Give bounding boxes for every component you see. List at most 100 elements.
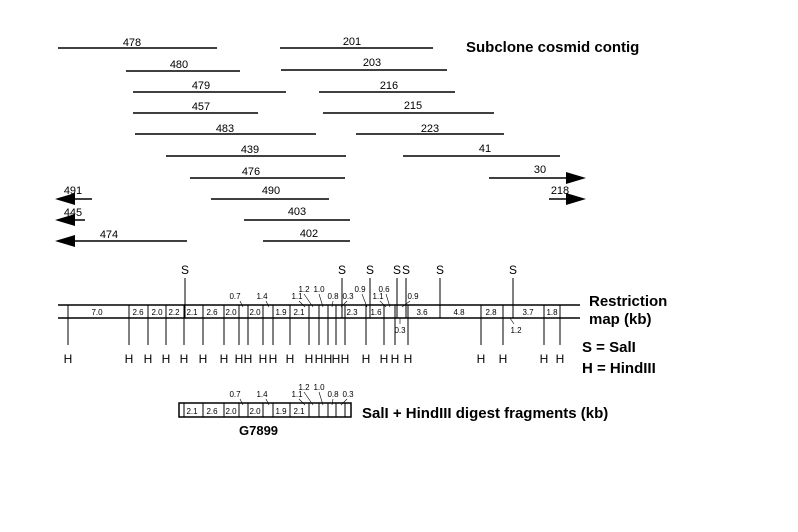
sal-site-label: S bbox=[393, 263, 401, 277]
sal-site-label: S bbox=[338, 263, 346, 277]
hind-site-label: H bbox=[477, 352, 486, 366]
legend-hind: H = HindIII bbox=[582, 360, 656, 377]
fragment-leader bbox=[331, 300, 334, 308]
digest-label: 2.1 bbox=[293, 407, 305, 416]
fragment-label: 3.6 bbox=[416, 308, 428, 317]
cosmid-label: 216 bbox=[380, 80, 398, 92]
fragment-label: 0.9 bbox=[354, 285, 366, 294]
cosmid-label: 201 bbox=[343, 36, 361, 48]
fragment-label: 1.9 bbox=[275, 308, 287, 317]
hind-site-label: H bbox=[391, 352, 400, 366]
digest-labels-mid: 2.1 2.6 2.0 2.0 1.9 2.1 bbox=[186, 407, 305, 416]
hind-site-label: H bbox=[180, 352, 189, 366]
sal-site-label: S bbox=[181, 263, 189, 277]
cosmid-label: 476 bbox=[242, 166, 260, 178]
hind-site-label: H bbox=[125, 352, 134, 366]
fragment-label: 1.2 bbox=[298, 285, 310, 294]
arrowheads bbox=[55, 172, 586, 247]
digest-leader bbox=[239, 398, 244, 406]
digest-label: 2.6 bbox=[206, 407, 218, 416]
restriction-map: S S S S S S S bbox=[58, 263, 580, 366]
fragment-label: 1.1 bbox=[291, 292, 303, 301]
sal-site-label: S bbox=[366, 263, 374, 277]
clone-label: G7899 bbox=[239, 423, 278, 438]
fragment-labels-mid: 7.0 2.6 2.0 2.2 2.1 2.6 2.0 2.0 1.9 2.1 … bbox=[91, 308, 558, 317]
sal-site-label: S bbox=[436, 263, 444, 277]
fragment-leader bbox=[303, 293, 314, 308]
hind-site-label: H bbox=[259, 352, 268, 366]
fragment-label: 0.3 bbox=[394, 326, 406, 335]
contig-title: Subclone cosmid contig bbox=[466, 39, 639, 56]
hind-site-label: H bbox=[64, 352, 73, 366]
digest-leader bbox=[318, 391, 324, 406]
digest-box: 0.7 1.4 1.2 1.0 1.1 0.8 0.3 2.1 2.6 2.0 … bbox=[178, 383, 354, 418]
fragment-label: 2.6 bbox=[206, 308, 218, 317]
cosmid-labels: 478 480 479 457 483 439 476 491 445 474 … bbox=[64, 36, 569, 241]
fragment-leader bbox=[379, 300, 387, 308]
digest-label: 0.3 bbox=[342, 390, 354, 399]
restriction-title-line1: Restriction bbox=[589, 293, 667, 310]
sal-site-labels: S S S S S S S bbox=[181, 263, 517, 277]
hind-site-label: H bbox=[324, 352, 333, 366]
arrow-right-icon bbox=[566, 193, 586, 205]
hind-site-label: H bbox=[305, 352, 314, 366]
cosmid-label: 41 bbox=[479, 143, 491, 155]
sal-site-ticks bbox=[184, 278, 514, 318]
digest-label: 1.4 bbox=[256, 390, 268, 399]
fragment-labels-top: 0.7 1.4 1.2 1.0 1.1 0.8 0.3 0.9 0.6 1.1 … bbox=[229, 285, 419, 301]
arrow-right-icon bbox=[566, 172, 586, 184]
fragment-label: 2.2 bbox=[168, 308, 180, 317]
fragment-label: 1.4 bbox=[256, 292, 268, 301]
hind-site-label: H bbox=[199, 352, 208, 366]
hind-site-ticks bbox=[67, 305, 561, 345]
fragment-label: 1.0 bbox=[313, 285, 325, 294]
cosmid-label: 203 bbox=[363, 57, 381, 69]
fragment-leader bbox=[265, 300, 270, 308]
hind-site-label: H bbox=[162, 352, 171, 366]
fragment-label: 2.6 bbox=[132, 308, 144, 317]
hind-site-label: H bbox=[144, 352, 153, 366]
cosmid-label: 215 bbox=[404, 100, 422, 112]
hind-site-label: H bbox=[341, 352, 350, 366]
fragment-leaders bbox=[239, 293, 411, 308]
digest-leader bbox=[303, 391, 314, 406]
sal-site-label: S bbox=[402, 263, 410, 277]
hind-site-label: H bbox=[362, 352, 371, 366]
cosmid-label: 483 bbox=[216, 123, 234, 135]
digest-label: 1.2 bbox=[298, 383, 310, 392]
cosmid-label: 30 bbox=[534, 164, 546, 176]
fragment-leader bbox=[340, 300, 348, 308]
hind-site-label: H bbox=[556, 352, 565, 366]
fragment-label: 0.7 bbox=[229, 292, 241, 301]
digest-title: SalI + HindIII digest fragments (kb) bbox=[362, 405, 608, 422]
cosmid-label: 402 bbox=[300, 228, 318, 240]
hind-site-labels: H H H H H H H H H H H H H H H H H H H H … bbox=[64, 352, 565, 366]
fragment-label: 2.1 bbox=[186, 308, 198, 317]
fragment-leader bbox=[318, 293, 324, 308]
fragment-leader bbox=[509, 317, 515, 325]
fragment-label: 2.0 bbox=[225, 308, 237, 317]
cosmid-label: 491 bbox=[64, 185, 82, 197]
cosmid-label: 218 bbox=[551, 185, 569, 197]
fragment-label: 0.9 bbox=[407, 292, 419, 301]
fragment-label: 0.6 bbox=[378, 285, 390, 294]
digest-label: 1.1 bbox=[291, 390, 303, 399]
digest-leaders bbox=[239, 391, 348, 406]
cosmid-label: 474 bbox=[100, 229, 118, 241]
digest-label: 0.7 bbox=[229, 390, 241, 399]
hind-site-label: H bbox=[244, 352, 253, 366]
fragment-labels-bottom: 0.3 1.2 bbox=[394, 326, 522, 335]
cosmid-label: 480 bbox=[170, 59, 188, 71]
fragment-leader bbox=[401, 300, 411, 308]
digest-label: 1.9 bbox=[275, 407, 287, 416]
digest-label: 2.0 bbox=[249, 407, 261, 416]
fragment-label: 4.8 bbox=[453, 308, 465, 317]
arrow-left-icon bbox=[55, 235, 75, 247]
digest-label: 2.1 bbox=[186, 407, 198, 416]
digest-leader bbox=[298, 398, 306, 406]
digest-ticks bbox=[183, 403, 346, 417]
hind-site-label: H bbox=[380, 352, 389, 366]
hind-site-label: H bbox=[499, 352, 508, 366]
